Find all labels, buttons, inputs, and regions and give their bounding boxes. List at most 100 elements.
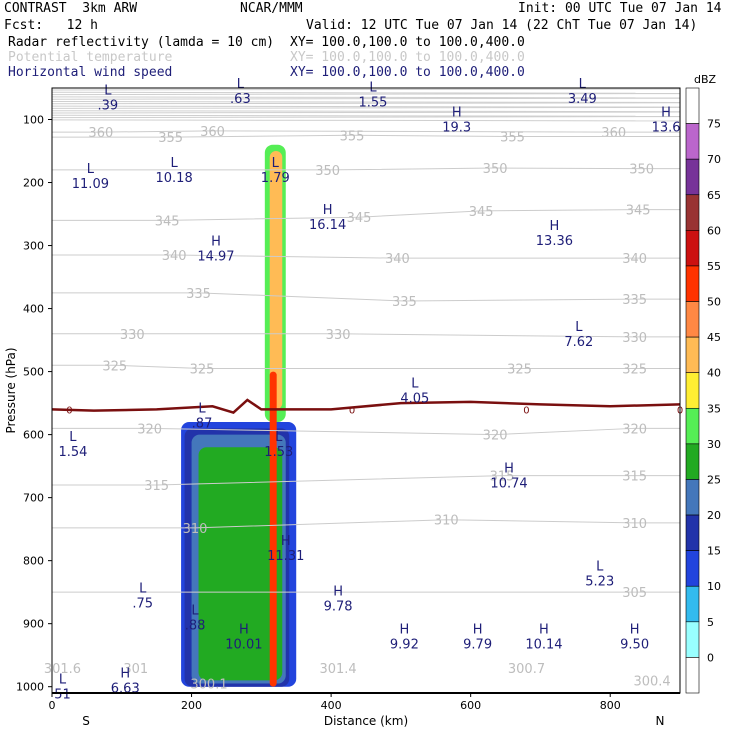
wind-extremum-value: 19.3: [442, 121, 471, 136]
theta-contour-355: [52, 134, 680, 138]
colorbar-level-label: 45: [707, 331, 721, 344]
y-tick-label: 500: [23, 366, 44, 379]
wind-extremum-value: 13.36: [536, 234, 573, 249]
theta-label: 350: [629, 163, 654, 178]
wind-extremum-type: H: [120, 666, 130, 681]
wind-extremum-type: H: [281, 534, 291, 549]
reflectivity-cell-50dbz: [269, 371, 277, 687]
theta-label: 345: [469, 205, 494, 220]
upper-theta-line: [51, 106, 681, 109]
wind-extremum-type: H: [323, 203, 333, 218]
wind-extremum-value: 1.79: [261, 171, 290, 186]
upper-theta-line: [51, 93, 681, 96]
upper-theta-line: [51, 114, 681, 117]
axes-layer: 100 200 300 400 500 600 700 800 900 1000 0 200 400 60…: [4, 87, 681, 728]
colorbar-segment: [685, 514, 700, 551]
wind-extremum-value: 10.14: [525, 637, 562, 652]
upper-theta-line: [51, 116, 681, 119]
wind-extremum-type: H: [211, 235, 221, 250]
wind-extrema-layer: L.39L.63L1.55L3.49H19.3H13.6L11.09L10.18…: [54, 77, 680, 703]
theta-contour-330: [52, 333, 680, 338]
theta-label: 320: [622, 422, 647, 437]
wind-extremum-type: L: [237, 77, 245, 92]
x-axis-label: Distance (km): [324, 714, 408, 728]
theta-label: 355: [158, 131, 183, 146]
field-label-theta: Potential temperature: [8, 50, 173, 65]
valid-time: Valid: 12 UTC Tue 07 Jan 14 (22 ChT Tue …: [306, 18, 698, 33]
colorbar-segment: [685, 550, 700, 587]
theta-label: 325: [507, 362, 532, 377]
wind-extremum-type: L: [198, 402, 206, 417]
y-tick-label: 900: [23, 618, 44, 631]
wind-extremum-type: H: [539, 622, 549, 637]
colorbar-segment: [685, 372, 700, 409]
wind-extremum-value: 11.09: [72, 177, 109, 192]
wind-extremum-value: 6.63: [111, 681, 140, 696]
colorbar-segment: [685, 301, 700, 338]
field-xy-reflectivity: XY= 100.0,100.0 to 100.0,400.0: [290, 35, 525, 50]
upper-theta-line: [51, 96, 681, 99]
wind-extremum-value: .63: [230, 92, 251, 107]
wind-extremum-value: 9.78: [324, 599, 353, 614]
center-title: NCAR/MMM: [240, 1, 303, 16]
theta-contour-layer: 360 360 360 355 355 355 350 350 350 345 345 345 345 3…: [44, 88, 681, 693]
colorbar-level-label: 70: [707, 153, 721, 166]
theta-label: 310: [622, 517, 647, 532]
colorbar-segment: [685, 230, 700, 267]
colorbar-level-label: 30: [707, 438, 721, 451]
reflectivity-fill-layer: [181, 144, 297, 687]
theta-label: 330: [622, 331, 647, 346]
x-tick-label: 0: [49, 699, 56, 712]
wind-extremum-type: L: [104, 83, 112, 98]
upper-theta-line: [51, 105, 681, 108]
colorbar-level-label: 60: [707, 224, 721, 237]
theta-label: 330: [120, 328, 145, 343]
theta-label: 310: [434, 514, 459, 529]
zero-isotherm-line: [51, 398, 681, 414]
theta-contour-350: [52, 167, 680, 171]
wind-extremum-type: H: [239, 622, 249, 637]
wind-extremum-value: .87: [192, 417, 213, 432]
theta-label: 335: [392, 295, 417, 310]
surface-theta-label: 300.7: [508, 662, 545, 677]
upper-theta-line: [51, 91, 681, 94]
theta-label: 315: [144, 479, 169, 494]
theta-contour-320: [52, 427, 680, 436]
theta-label: 315: [622, 470, 647, 485]
colorbar-segment: [685, 158, 700, 196]
y-tick-label: 600: [23, 429, 44, 442]
x-end-label-left: S: [82, 714, 90, 728]
theta-contour-340: [52, 254, 680, 259]
wind-extremum-value: 16.14: [309, 218, 346, 233]
forecast-hour: Fcst: 12 h: [4, 18, 98, 33]
wind-extremum-type: H: [333, 584, 343, 599]
wind-extremum-value: 9.92: [390, 637, 419, 652]
wind-extremum-type: H: [399, 622, 409, 637]
colorbar-level-label: 40: [707, 367, 721, 380]
colorbar-segment: [685, 407, 700, 445]
field-xy-wind: XY= 100.0,100.0 to 100.0,400.0: [290, 65, 525, 80]
field-xy-theta: XY= 100.0,100.0 to 100.0,400.0: [290, 50, 525, 65]
theta-label: 355: [340, 129, 365, 144]
theta-label: 335: [186, 287, 211, 302]
colorbar-segment: [685, 443, 700, 480]
wind-extremum-type: H: [661, 106, 671, 121]
colorbar-segment: [685, 336, 700, 374]
colorbar-level-label: 15: [707, 545, 721, 558]
wind-extremum-type: H: [452, 106, 462, 121]
wind-extremum-value: 1.55: [359, 95, 388, 110]
colorbar-segment: [685, 87, 700, 124]
upper-theta-line: [51, 110, 681, 113]
field-label-wind: Horizontal wind speed: [8, 65, 173, 80]
wind-extremum-value: 11.31: [267, 549, 304, 564]
surface-theta-label: 300.1: [190, 678, 227, 693]
wind-extremum-type: L: [575, 320, 583, 335]
colorbar-level-label: 55: [707, 260, 721, 273]
theta-label: 355: [500, 131, 525, 146]
theta-label: 360: [601, 126, 626, 141]
colorbar-layer: dBZ 0 5 10 15 20 25 30 35 40 45 50 55 60 65 70 75: [685, 73, 721, 694]
reflectivity-cell-25dbz: [198, 447, 283, 681]
wind-extremum-value: 3.49: [568, 92, 597, 107]
y-tick-label: 200: [23, 177, 44, 190]
